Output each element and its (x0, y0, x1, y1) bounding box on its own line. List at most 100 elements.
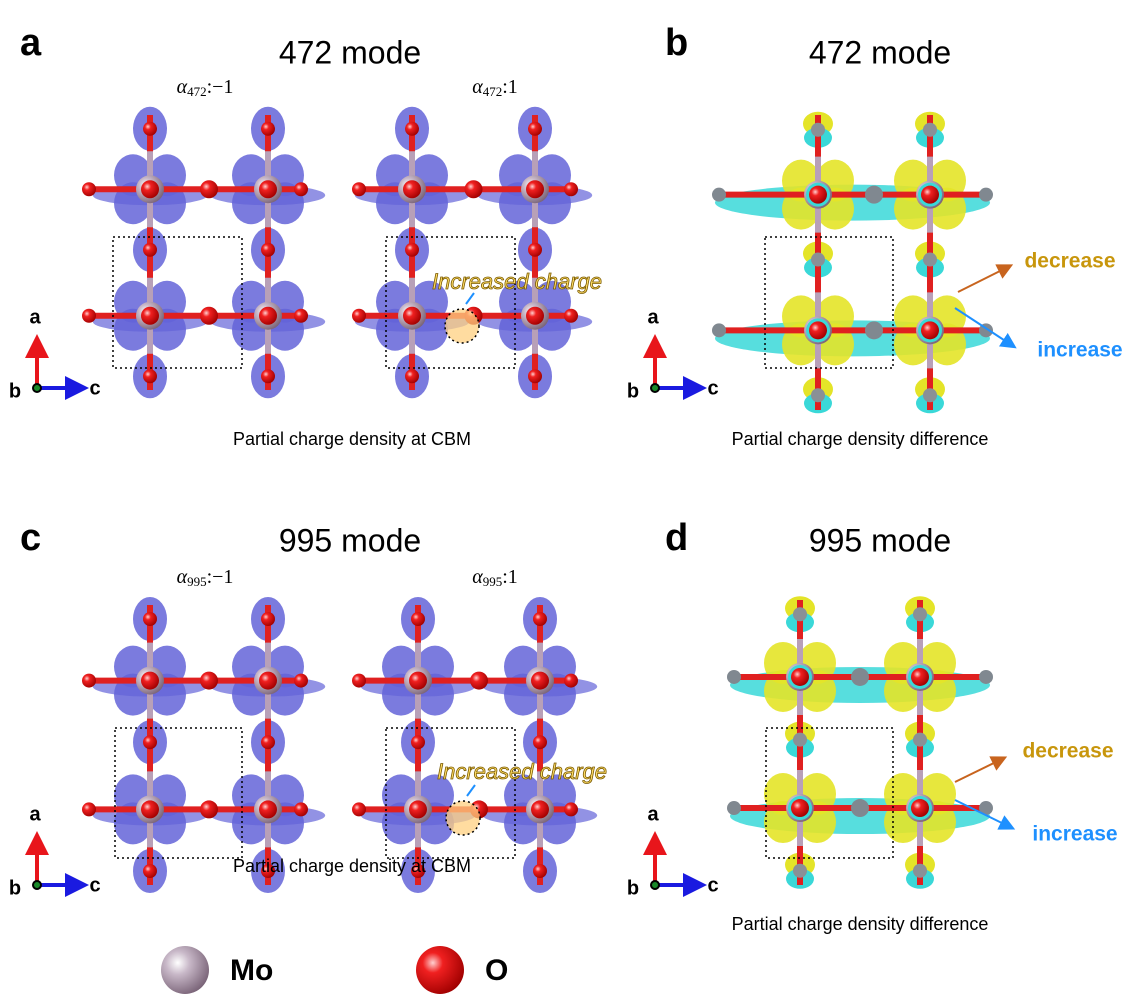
oxygen-atom (82, 674, 96, 688)
oxygen-atom (851, 668, 869, 686)
annotation-arrow (466, 293, 474, 304)
panel-letter: a (20, 22, 42, 64)
oxygen-atom (405, 369, 419, 383)
oxygen-atom (141, 672, 159, 690)
oxygen-atom (531, 672, 549, 690)
axis-origin (33, 881, 41, 889)
crystal-structure (712, 112, 993, 414)
state-symbol: α (177, 76, 188, 98)
oxygen-atom (261, 122, 275, 136)
oxygen-atom (851, 799, 869, 817)
density-label: decrease (1024, 250, 1115, 273)
oxygen-atom (82, 309, 96, 323)
caption: Partial charge density at CBM (233, 429, 471, 449)
crystal-structure (352, 107, 592, 399)
state-label: α472:−1 (177, 76, 234, 99)
oxygen-atom (405, 122, 419, 136)
axis-label: c (707, 377, 718, 399)
axis-label: c (707, 874, 718, 896)
state-label: α995:−1 (177, 566, 234, 589)
crystal-structure (727, 596, 993, 889)
caption: Partial charge density difference (732, 429, 989, 449)
oxygen-atom (809, 186, 827, 204)
oxygen-atom (811, 388, 825, 402)
oxygen-atom (261, 243, 275, 257)
caption: Partial charge density at CBM (233, 856, 471, 876)
oxygen-atom (352, 309, 366, 323)
axis-label: a (647, 803, 659, 825)
axis-label: c (89, 874, 100, 896)
oxygen-atom (465, 180, 483, 198)
crystal-structure (82, 107, 325, 399)
axis-label: b (627, 877, 639, 899)
state-subscript: 472 (483, 84, 503, 99)
oxygen-atom (727, 801, 741, 815)
state-subscript: 472 (187, 84, 207, 99)
oxygen-atom (979, 188, 993, 202)
oxygen-atom (865, 186, 883, 204)
oxygen-atom (352, 802, 366, 816)
oxygen-atom (533, 612, 547, 626)
oxygen-atom (809, 321, 827, 339)
panel-title: 472 mode (809, 34, 951, 70)
oxygen-atom (979, 670, 993, 684)
density-label: increase (1032, 823, 1117, 846)
oxygen-atom (143, 369, 157, 383)
oxygen-atom (143, 612, 157, 626)
panel-letter: d (665, 517, 688, 559)
legend-label: Mo (230, 954, 273, 987)
oxygen-atom (200, 800, 218, 818)
oxygen-atom (727, 670, 741, 684)
state-symbol: α (472, 76, 483, 98)
oxygen-atom (261, 369, 275, 383)
axis-origin (651, 881, 659, 889)
oxygen-atom (405, 243, 419, 257)
legend-swatch (416, 946, 464, 994)
oxygen-atom (791, 668, 809, 686)
oxygen-atom (526, 307, 544, 325)
crystal-structure (352, 597, 597, 893)
oxygen-atom (564, 182, 578, 196)
oxygen-atom (259, 180, 277, 198)
oxygen-atom (712, 323, 726, 337)
oxygen-atom (564, 309, 578, 323)
oxygen-atom (259, 672, 277, 690)
oxygen-atom (294, 674, 308, 688)
axis-origin (33, 384, 41, 392)
oxygen-atom (143, 122, 157, 136)
oxygen-atom (403, 180, 421, 198)
axis-label: c (89, 377, 100, 399)
state-subscript: 995 (483, 574, 503, 589)
oxygen-atom (143, 864, 157, 878)
axis-label: b (9, 877, 21, 899)
oxygen-atom (470, 672, 488, 690)
oxygen-atom (712, 188, 726, 202)
axis-label: b (627, 380, 639, 402)
oxygen-atom (526, 180, 544, 198)
oxygen-atom (409, 800, 427, 818)
oxygen-atom (294, 182, 308, 196)
panel-title: 995 mode (809, 522, 951, 558)
oxygen-atom (911, 799, 929, 817)
annotation: Increased charge (432, 269, 602, 294)
label-arrow (958, 268, 1006, 292)
axis-label: a (29, 306, 41, 328)
oxygen-atom (259, 307, 277, 325)
oxygen-atom (564, 674, 578, 688)
oxygen-atom (533, 864, 547, 878)
oxygen-atom (564, 802, 578, 816)
oxygen-atom (294, 802, 308, 816)
oxygen-atom (921, 321, 939, 339)
state-label: α995:1 (472, 566, 518, 589)
oxygen-atom (141, 800, 159, 818)
state-value: :1 (502, 566, 518, 588)
oxygen-atom (913, 733, 927, 747)
oxygen-atom (528, 122, 542, 136)
oxygen-atom (793, 733, 807, 747)
axis-origin (651, 384, 659, 392)
oxygen-atom (921, 186, 939, 204)
oxygen-atom (82, 802, 96, 816)
oxygen-atom (200, 672, 218, 690)
panel-title: 995 mode (279, 522, 421, 558)
oxygen-atom (403, 307, 421, 325)
